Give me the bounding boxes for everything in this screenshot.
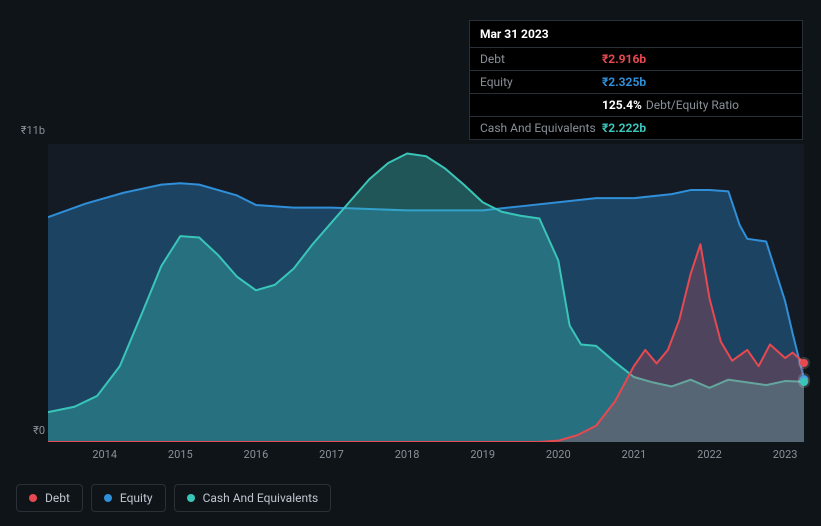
tooltip-row-label: Debt xyxy=(480,52,602,66)
x-axis-tick: 2021 xyxy=(622,448,647,461)
chart-container: { "tooltip": { "date": "Mar 31 2023", "r… xyxy=(0,0,821,526)
legend-item-equity[interactable]: Equity xyxy=(91,484,166,512)
x-axis-tick: 2016 xyxy=(244,448,269,461)
legend-dot-icon xyxy=(187,494,195,502)
x-axis: 2014 2015 2016 2017 2018 2019 2020 2021 2022 2023 xyxy=(48,448,804,468)
legend-item-debt[interactable]: Debt xyxy=(16,484,83,512)
tooltip-row: 125.4%Debt/Equity Ratio xyxy=(470,94,802,117)
x-axis-tick: 2020 xyxy=(546,448,571,461)
tooltip-row: Equity₹2.325b xyxy=(470,71,802,94)
x-axis-tick: 2018 xyxy=(395,448,420,461)
x-axis-tick: 2015 xyxy=(168,448,193,461)
tooltip-row-label: Cash And Equivalents xyxy=(480,121,602,135)
legend-label: Cash And Equivalents xyxy=(203,491,319,505)
tooltip-date: Mar 31 2023 xyxy=(470,21,802,48)
x-axis-tick: 2019 xyxy=(470,448,495,461)
y-axis-label-top: ₹11b xyxy=(5,124,45,137)
legend: Debt Equity Cash And Equivalents xyxy=(16,484,331,512)
tooltip-row-label: Equity xyxy=(480,75,602,89)
x-axis-tick: 2017 xyxy=(319,448,344,461)
x-axis-tick: 2022 xyxy=(697,448,722,461)
legend-label: Debt xyxy=(45,491,70,505)
tooltip-row: Cash And Equivalents₹2.222b xyxy=(470,117,802,139)
plot-region[interactable] xyxy=(48,144,804,442)
tooltip-row-value: ₹2.916b xyxy=(602,52,646,66)
tooltip-row-value: ₹2.222b xyxy=(602,121,646,135)
series-end-marker-cash-and-equivalents xyxy=(800,378,808,386)
series-end-marker-debt xyxy=(800,359,808,367)
tooltip-row-suffix: Debt/Equity Ratio xyxy=(646,98,739,112)
legend-label: Equity xyxy=(120,491,153,505)
tooltip-row-label xyxy=(480,98,602,112)
x-axis-tick: 2023 xyxy=(773,448,798,461)
y-axis-label-bottom: ₹0 xyxy=(5,424,45,437)
tooltip-row-value: ₹2.325b xyxy=(602,75,646,89)
legend-dot-icon xyxy=(104,494,112,502)
legend-item-cash-and-equivalents[interactable]: Cash And Equivalents xyxy=(174,484,332,512)
tooltip-row-value: 125.4%Debt/Equity Ratio xyxy=(602,98,739,112)
x-axis-tick: 2014 xyxy=(92,448,117,461)
legend-dot-icon xyxy=(29,494,37,502)
chart-area: ₹11b ₹0 20142015201620172018201920202021… xyxy=(16,118,805,468)
tooltip-row: Debt₹2.916b xyxy=(470,48,802,71)
chart-tooltip: Mar 31 2023 Debt₹2.916bEquity₹2.325b125.… xyxy=(469,20,803,140)
